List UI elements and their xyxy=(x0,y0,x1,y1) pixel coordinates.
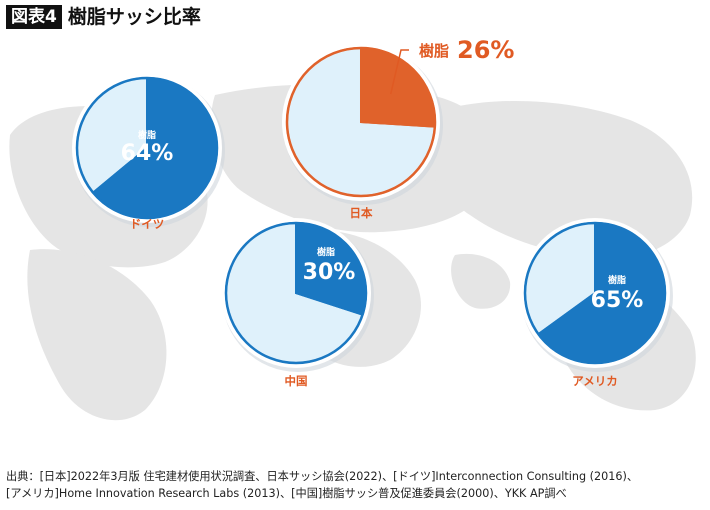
callout-line xyxy=(389,49,409,95)
pie-3: 樹脂 30% 中国 xyxy=(221,218,374,388)
map-landmass xyxy=(27,249,167,421)
slice-label: 樹脂 xyxy=(608,274,626,286)
country-label: アメリカ xyxy=(572,374,617,388)
figure-title: 樹脂サッシ比率 xyxy=(67,6,201,28)
country-label: ドイツ xyxy=(130,217,165,231)
slice-label: 樹脂 xyxy=(138,129,156,141)
slice-label: 樹脂 xyxy=(317,246,335,258)
value-label: 30% xyxy=(303,260,356,285)
pie-outline xyxy=(523,221,667,365)
country-label: 日本 xyxy=(350,206,373,220)
pie-outline xyxy=(224,221,368,365)
figure-number-tag: 図表4 xyxy=(6,5,62,29)
value-label: 64% xyxy=(121,141,174,166)
country-label: 中国 xyxy=(285,374,308,388)
map-landmass xyxy=(418,100,693,259)
source-line-1: 出典：[日本]2022年3月版 住宅建材使用状況調査、日本サッシ協会(2022)… xyxy=(6,470,639,483)
value-label: 26% xyxy=(457,36,514,64)
map-landmass xyxy=(451,253,511,309)
source-line-2: [アメリカ]Home Innovation Research Labs (201… xyxy=(6,487,567,500)
value-label: 65% xyxy=(591,288,644,313)
slice-label: 樹脂 xyxy=(419,42,449,60)
figure-header: 図表4 樹脂サッシ比率 xyxy=(6,4,201,30)
pie-outline xyxy=(75,76,219,220)
pie-outline xyxy=(285,46,437,198)
pie-4: 樹脂 65% アメリカ xyxy=(520,218,673,388)
pie-2: 樹脂 26% 日本 xyxy=(282,36,514,220)
source-note: 出典：[日本]2022年3月版 住宅建材使用状況調査、日本サッシ協会(2022)… xyxy=(6,468,706,502)
